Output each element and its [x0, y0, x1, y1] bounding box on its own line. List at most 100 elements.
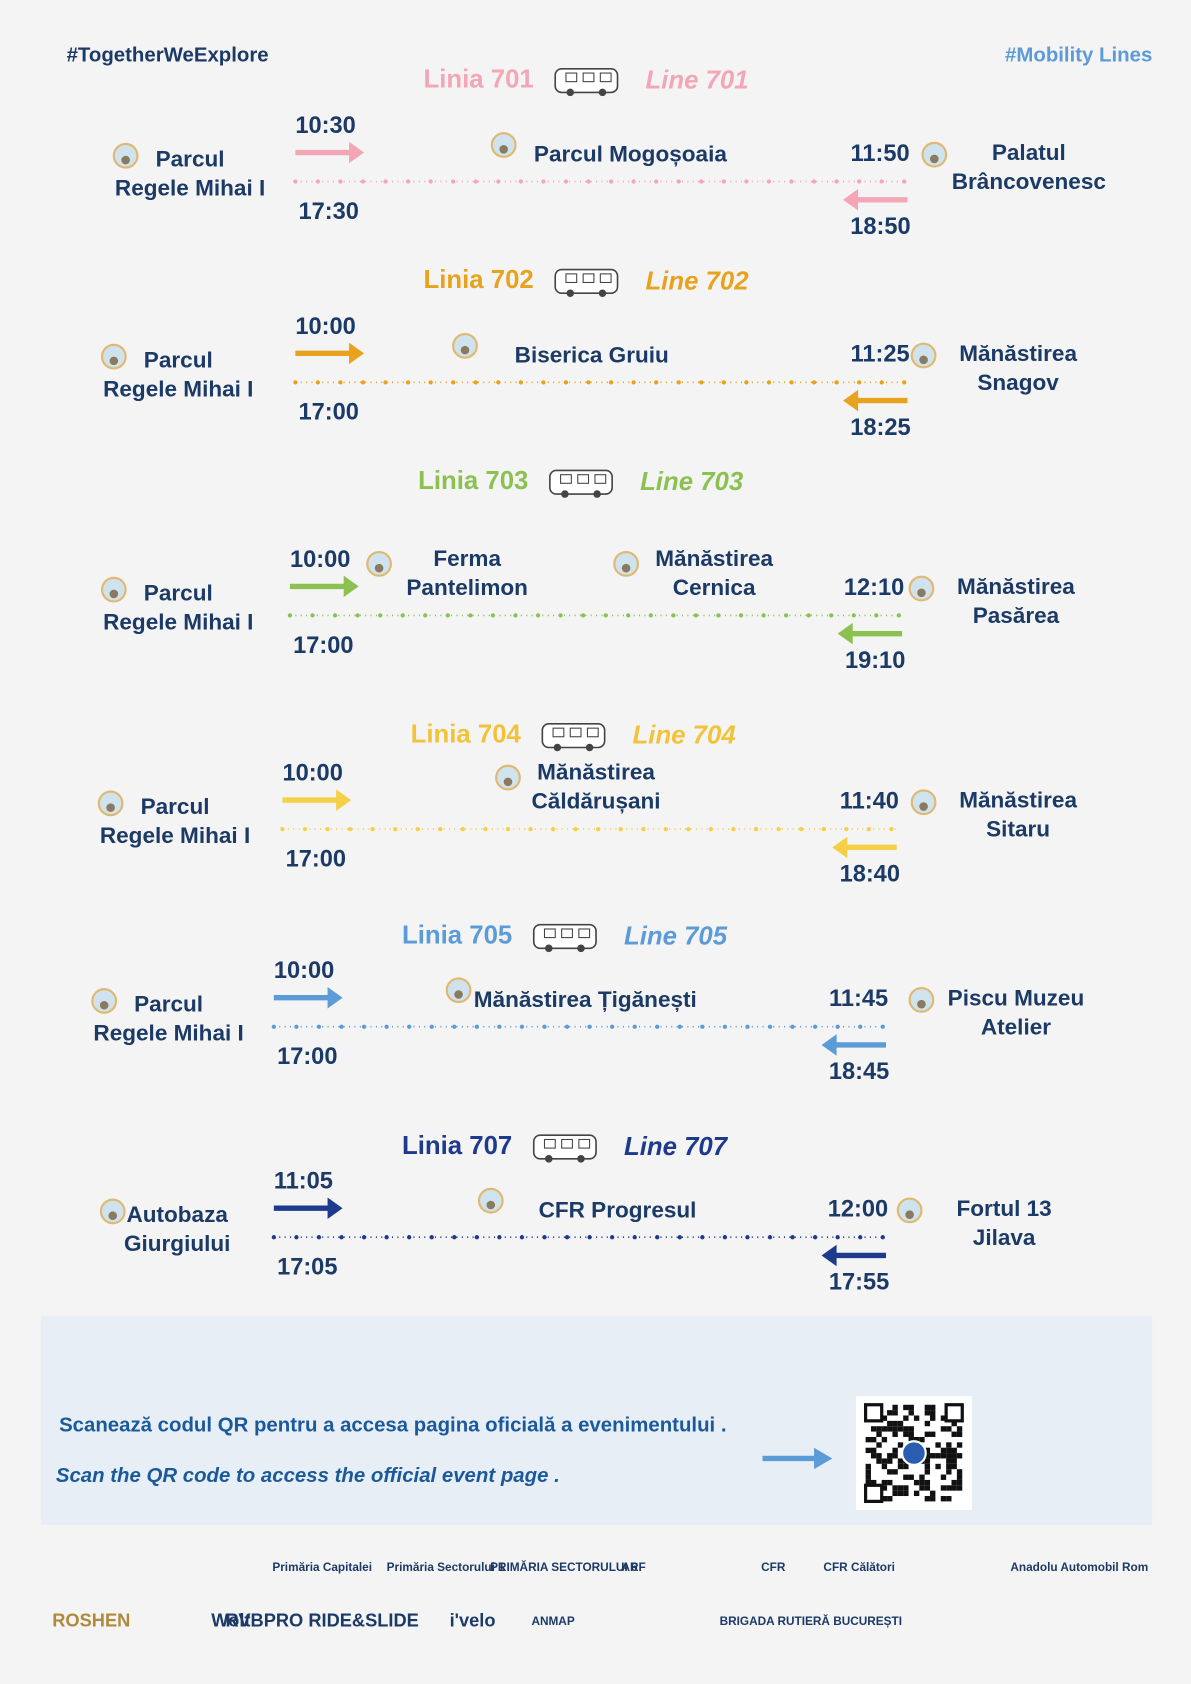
- route-dot: [383, 380, 388, 385]
- qr-cell: [908, 1404, 914, 1411]
- linia-label: Linia 702: [423, 266, 533, 294]
- direction-arrow-head: [843, 389, 859, 412]
- route-dot: [858, 1235, 863, 1240]
- qr-cell: [956, 1474, 963, 1480]
- route-dot: [686, 826, 691, 832]
- route-dot: [776, 826, 781, 832]
- stop-name: Parcul Mogoșoaia: [534, 142, 727, 167]
- stop-icon-dot: [919, 355, 928, 365]
- qr-cell: [956, 1426, 963, 1432]
- stop-name: Regele Mihai I: [100, 823, 250, 848]
- route-dot: [338, 179, 343, 184]
- qr-cell: [956, 1469, 963, 1475]
- route-dot: [302, 826, 308, 832]
- linia-label: Linia 705: [402, 921, 512, 949]
- route-dot: [632, 1235, 637, 1240]
- line-label: Line 703: [640, 468, 744, 496]
- sponsor-logo: i'velo: [450, 1610, 496, 1631]
- bus-window: [599, 72, 612, 83]
- sponsor-logo: CFR Călători: [823, 1560, 894, 1574]
- stop-name: Mănăstirea Țigănești: [474, 987, 697, 1012]
- route-dot: [858, 1024, 863, 1029]
- stop-icon-dot: [108, 1211, 118, 1221]
- stop-icon-dot: [99, 1000, 109, 1010]
- route-dot: [857, 380, 862, 385]
- qr-cell: [946, 1447, 952, 1454]
- qr-cell: [892, 1404, 898, 1411]
- qr-cell: [870, 1453, 877, 1459]
- qr-cell: [903, 1426, 909, 1432]
- time: 18:25: [850, 415, 910, 441]
- qr-finder: [863, 1483, 884, 1504]
- stop-icon-dot: [930, 154, 939, 164]
- route-dot: [753, 826, 759, 832]
- route-dot: [518, 179, 524, 184]
- route-dot: [415, 826, 420, 832]
- stop-name: Atelier: [981, 1014, 1051, 1039]
- route-dot: [677, 1024, 682, 1029]
- stop-name: Giurgiului: [124, 1231, 230, 1256]
- bus-wheel: [577, 944, 585, 953]
- route-dot: [370, 826, 375, 832]
- route-dot: [699, 179, 704, 184]
- qr-cell: [870, 1436, 877, 1443]
- qr-cell: [924, 1496, 931, 1502]
- route-dot: [761, 613, 766, 618]
- qr-cell: [924, 1404, 931, 1411]
- stop-name: Pasărea: [973, 603, 1060, 628]
- route-dot: [445, 613, 450, 618]
- qr-cell: [924, 1420, 931, 1427]
- route-dot: [811, 179, 817, 184]
- route-dot: [339, 1235, 344, 1240]
- route-dot: [400, 613, 405, 618]
- qr-cell: [887, 1410, 893, 1416]
- qr-text-en: Scan the QR code to access the official …: [56, 1465, 560, 1487]
- stop-name: Mănăstirea: [655, 546, 773, 571]
- bus-wheel: [553, 743, 562, 752]
- qr-cell: [897, 1420, 904, 1427]
- route-dot: [460, 826, 466, 832]
- qr-cell: [876, 1458, 882, 1464]
- route-dot: [632, 1024, 637, 1029]
- route-dot: [879, 179, 884, 184]
- route-dot: [654, 179, 659, 184]
- qr-cell: [935, 1453, 941, 1459]
- stop-name: Cernica: [673, 575, 756, 600]
- route-dot: [857, 179, 862, 184]
- time: 18:45: [829, 1059, 889, 1085]
- stop-icon-dot: [460, 345, 470, 355]
- route-dot: [438, 826, 443, 832]
- qr-cell: [892, 1469, 898, 1475]
- bus-icon: [549, 469, 613, 495]
- route-dot: [676, 179, 681, 184]
- qr-cell: [903, 1431, 909, 1437]
- stop-name: Jilava: [973, 1225, 1036, 1250]
- route-dot: [519, 1024, 525, 1029]
- route-dot: [844, 826, 849, 832]
- qr-cell: [881, 1496, 888, 1502]
- route-dot: [879, 380, 884, 385]
- bus-window: [560, 474, 572, 484]
- bus-window: [543, 928, 556, 939]
- qr-cell: [892, 1485, 898, 1491]
- route-dot: [626, 613, 631, 618]
- qr-cell: [956, 1453, 963, 1459]
- route-dot: [766, 179, 772, 184]
- route-dot: [338, 380, 343, 385]
- qr-cell: [924, 1447, 931, 1454]
- bus-window: [582, 72, 595, 83]
- left-tag: #TogetherWeExplore: [67, 44, 269, 66]
- qr-cell: [892, 1453, 898, 1459]
- time: 10:30: [295, 113, 355, 139]
- qr-cell: [887, 1426, 893, 1432]
- time: 18:50: [850, 214, 910, 240]
- route-dot: [811, 380, 817, 385]
- route-dot: [880, 1235, 885, 1240]
- route-dot: [429, 1024, 434, 1029]
- route-dot: [789, 179, 794, 184]
- route-dot: [407, 1024, 412, 1029]
- qr-cell: [913, 1415, 920, 1421]
- route-dot: [271, 1235, 277, 1240]
- stop-name: Snagov: [977, 370, 1059, 395]
